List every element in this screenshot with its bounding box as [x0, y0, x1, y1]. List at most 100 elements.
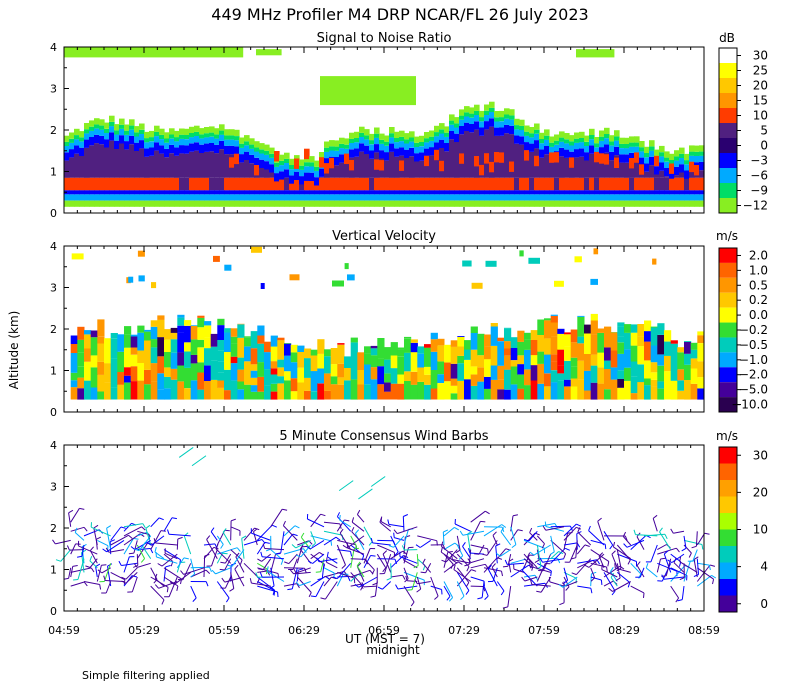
wind-barb-staff [616, 563, 621, 579]
wind-barb-feather [133, 537, 139, 540]
snr-cell [429, 190, 435, 195]
snr-cell [419, 135, 425, 142]
vv-cell [297, 345, 305, 352]
snr-cell [194, 177, 200, 191]
snr-cell [304, 194, 310, 201]
wind-barb-feather [272, 524, 277, 528]
snr-cell [454, 142, 460, 178]
snr-cell [144, 194, 150, 201]
snr-cell [594, 137, 600, 144]
snr-cell [409, 131, 415, 138]
vv-cell [304, 358, 312, 378]
snr-cell [394, 148, 400, 157]
colorbar-label: −10.0 [731, 398, 768, 412]
snr-cell [214, 128, 220, 135]
wind-barb-staff [142, 546, 152, 559]
snr-cell [664, 190, 670, 195]
wind-barb-feather [253, 528, 258, 532]
vv-cell [657, 388, 665, 400]
vv-cell [317, 353, 325, 369]
snr-cell [559, 156, 565, 178]
wind-barb-feather [96, 536, 102, 540]
snr-cell [599, 153, 605, 164]
snr-cell [324, 163, 330, 174]
vv-cell [404, 352, 412, 372]
vv-cell [444, 362, 452, 382]
snr-cell [319, 157, 325, 168]
wind-barb-feather [310, 595, 316, 598]
wind-barb-feather [85, 565, 91, 568]
vv-cell [97, 319, 105, 337]
snr-upper-echo [576, 49, 615, 58]
snr-cell [509, 134, 515, 178]
vv-cell [124, 382, 132, 400]
snr-cell [309, 162, 315, 167]
snr-cell [209, 151, 215, 178]
wind-barb-staff [417, 581, 431, 585]
snr-cell [464, 112, 470, 117]
snr-cell [659, 200, 665, 207]
snr-cell [339, 162, 345, 178]
snr-cell [524, 125, 530, 132]
snr-cell [319, 152, 325, 159]
wind-barb-staff [670, 585, 680, 599]
snr-cell [494, 152, 500, 163]
snr-cell [654, 200, 660, 207]
snr-cell [464, 116, 470, 123]
snr-cell [609, 151, 615, 161]
snr-cell [539, 132, 545, 139]
snr-cell [579, 200, 585, 207]
snr-cell [399, 190, 405, 195]
snr-cell [524, 131, 530, 136]
wind-barb-staff [350, 558, 366, 560]
snr-cell [554, 200, 560, 207]
wind-barb-feather [280, 559, 284, 565]
vv-cell [257, 376, 265, 392]
snr-cell [364, 135, 370, 140]
snr-cell [649, 150, 655, 157]
wind-barb-feather [615, 577, 621, 582]
snr-cell [444, 143, 450, 152]
snr-cell [74, 190, 80, 195]
snr-cell [159, 128, 165, 135]
snr-cell [669, 190, 675, 195]
snr-cell [349, 132, 355, 139]
vv-cell [657, 323, 665, 335]
snr-cell [264, 144, 270, 151]
wind-barb-staff [103, 563, 112, 582]
snr-cell [579, 190, 585, 195]
wind-barb-staff [510, 526, 517, 545]
snr-cell [689, 151, 695, 156]
snr-cell [169, 138, 175, 145]
wind-barb-feather [443, 529, 449, 533]
snr-cell [579, 156, 585, 178]
snr-cell [679, 153, 685, 158]
snr-cell [599, 200, 605, 207]
snr-cell [134, 177, 140, 191]
snr-cell [199, 200, 205, 207]
vv-cell [290, 352, 298, 363]
snr-cell [69, 149, 75, 158]
vv-cell [410, 371, 418, 385]
snr-cell [554, 177, 560, 191]
wind-barb-staff [110, 571, 126, 581]
vv-cell [264, 385, 272, 400]
snr-cell [489, 118, 495, 127]
vv-cell [584, 370, 592, 391]
snr-cell [99, 200, 105, 207]
snr-cell [674, 156, 680, 161]
wind-barb-feather [627, 582, 631, 588]
snr-cell [409, 147, 415, 157]
vv-cell [644, 341, 652, 361]
wind-barb-staff [133, 540, 138, 554]
snr-cell [429, 200, 435, 207]
snr-cell [104, 177, 110, 191]
snr-cell [124, 149, 130, 178]
snr-cell [539, 139, 545, 144]
wind-barb-feather [413, 565, 419, 569]
wind-barb-staff [110, 526, 122, 541]
snr-cell [264, 161, 270, 170]
vv-cell [597, 383, 605, 400]
snr-cell [434, 142, 440, 151]
snr-cell [409, 137, 415, 142]
